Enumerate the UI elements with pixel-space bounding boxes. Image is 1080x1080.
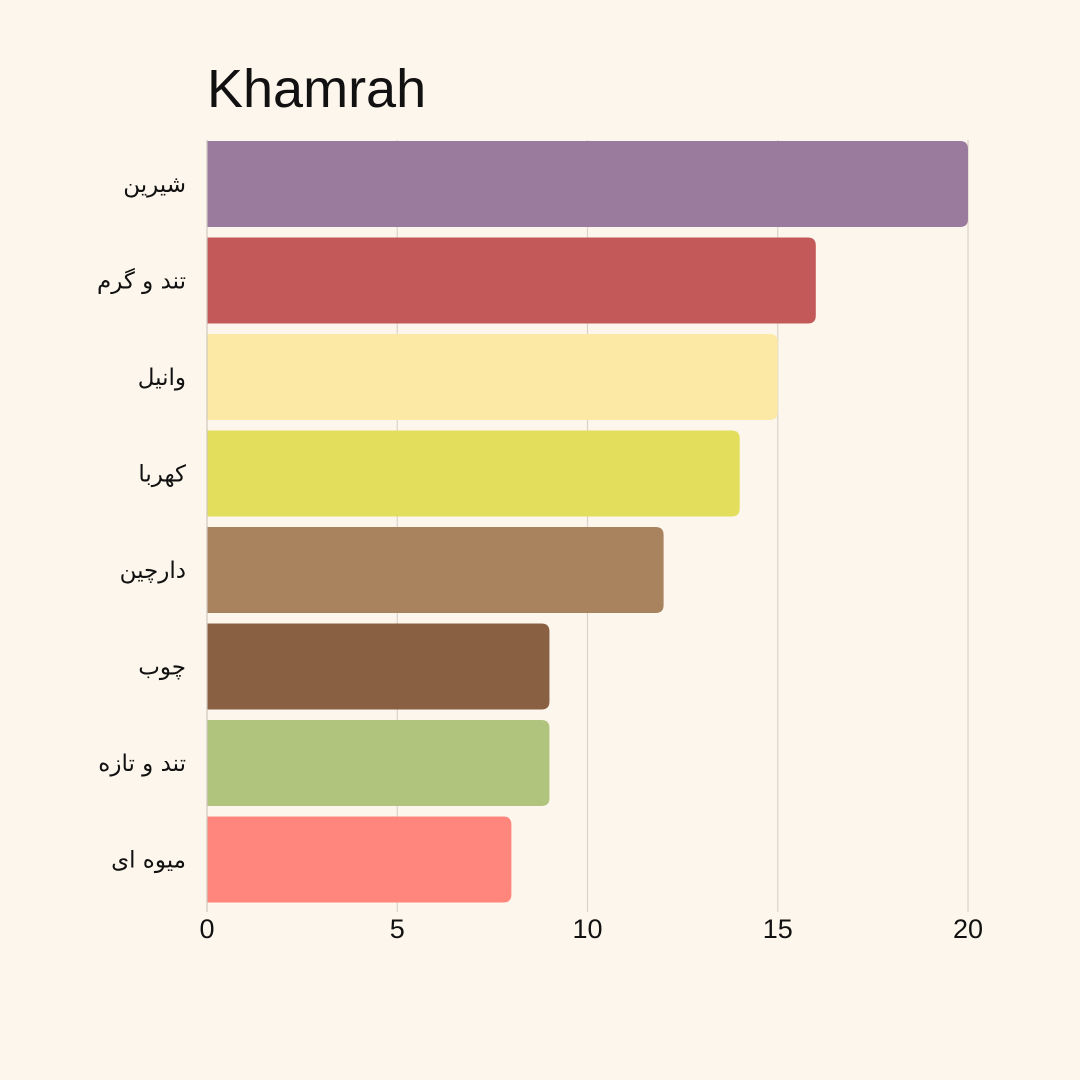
x-tick-label-0: 0 xyxy=(199,914,214,944)
bar-3 xyxy=(207,334,778,420)
bar-8 xyxy=(207,816,512,903)
category-label-5: دارچین xyxy=(120,558,186,584)
category-labels: شیرین تند و گرم وانیل کهربا دارچین چوب تند و ت… xyxy=(97,172,186,874)
category-label-1: شیرین xyxy=(123,172,186,198)
category-label-6: چوب xyxy=(138,655,186,681)
category-label-7: تند و تازه xyxy=(98,751,186,777)
bar-2 xyxy=(207,237,816,324)
x-tick-label-10: 10 xyxy=(572,914,602,944)
x-tick-label-20: 20 xyxy=(953,914,983,944)
chart-title: Khamrah xyxy=(207,59,427,119)
x-tick-label-5: 5 xyxy=(390,914,405,944)
bars xyxy=(207,141,968,903)
bar-7 xyxy=(207,720,550,806)
category-label-8: میوه ای xyxy=(111,848,186,874)
bar-5 xyxy=(207,527,664,613)
x-tick-label-15: 15 xyxy=(763,914,793,944)
bar-1 xyxy=(207,141,968,227)
bar-6 xyxy=(207,623,550,710)
category-label-4: کهربا xyxy=(138,462,186,488)
bar-4 xyxy=(207,430,740,517)
x-tick-labels: 0 5 10 15 20 xyxy=(199,914,983,944)
category-label-3: وانیل xyxy=(138,365,186,391)
category-label-2: تند و گرم xyxy=(97,268,186,295)
